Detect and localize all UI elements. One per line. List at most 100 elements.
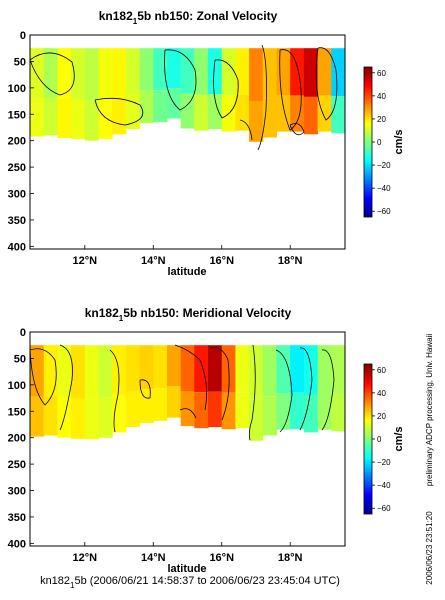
zonal-cell-upper (276, 48, 291, 96)
zonal-cell-lower (43, 97, 58, 136)
zonal-colorbar-tick-label: −60 (377, 207, 391, 216)
meridional-cell-upper (125, 345, 141, 392)
zonal-y-tick-label: 400 (8, 241, 26, 253)
meridional-cell-lower (235, 392, 250, 429)
zonal-colorbar-tick-label: −40 (377, 184, 391, 193)
meridional-cell-upper (71, 345, 86, 398)
zonal-y-tick-label: 250 (8, 162, 26, 174)
zonal-cell-upper (249, 48, 264, 101)
zonal-y-tick-label: 150 (8, 109, 26, 121)
meridional-y-tick-label: 400 (8, 538, 26, 550)
zonal-cell-upper (167, 48, 182, 89)
zonal-cell-upper (180, 48, 195, 94)
zonal-y-tick-label: 0 (20, 30, 26, 42)
zonal-cell-upper (331, 48, 346, 97)
meridional-y-tick-label: 100 (8, 380, 26, 392)
meridional-colorbar-tick-label: −20 (377, 458, 391, 467)
meridional-cell-upper (167, 345, 182, 387)
meridional-cell-upper (139, 345, 154, 390)
meridional-cell-lower (43, 396, 58, 436)
zonal-cell-upper (290, 48, 305, 96)
meridional-cell-upper (194, 345, 209, 393)
zonal-cell-upper (208, 48, 223, 94)
zonal-colorbar-tick-label: 0 (377, 138, 382, 147)
meridional-colorbar-tick-label: 40 (377, 389, 386, 398)
zonal-cell-lower (180, 93, 195, 129)
meridional-cell-upper (208, 345, 223, 392)
zonal-cell-upper (57, 48, 72, 99)
zonal-colorbar-tick-label: 40 (377, 92, 386, 101)
meridional-cell-upper (153, 345, 168, 389)
meridional-x-tick-label: 18°N (278, 552, 303, 564)
meridional-cell-lower (153, 388, 168, 421)
zonal-cell-upper (194, 48, 209, 95)
meridional-cell-lower (262, 396, 277, 436)
generation-timestamp: 2006/06/23 23:51:20 (425, 511, 434, 585)
meridional-cell-lower (30, 396, 45, 437)
zonal-chart-title: kn18215b nb150: Zonal Velocity (99, 9, 278, 26)
zonal-cell-lower (317, 95, 332, 132)
meridional-y-tick-label: 50 (14, 353, 26, 365)
zonal-y-tick-label: 100 (8, 83, 26, 95)
meridional-y-tick-label: 0 (20, 327, 26, 339)
zonal-colorbar: 60 40 20 0 −20 −40 −60 cm/s (363, 66, 405, 218)
zonal-cell-upper (30, 48, 45, 99)
zonal-cell-upper (303, 48, 319, 97)
zonal-cell-upper (139, 48, 154, 91)
zonal-cell-upper (84, 48, 99, 101)
zonal-x-tick-label: 12°N (72, 255, 97, 267)
meridional-cell-lower (98, 397, 113, 438)
zonal-cell-upper (221, 48, 236, 96)
meridional-velocity-panel: kn18215b nb150: Meridional Velocity 0 50 1… (8, 306, 405, 575)
time-range-footer: kn18215b (2006/06/21 14:58:37 to 2006/06… (40, 575, 340, 590)
zonal-cell-lower (57, 98, 72, 138)
meridional-colorbar-tick-label: −40 (377, 481, 391, 490)
zonal-cell-lower (249, 101, 264, 142)
meridional-colorbar-ticks: 60 40 20 0 −20 −40 −60 (372, 366, 391, 513)
zonal-cell-upper (317, 48, 332, 96)
meridional-cell-lower (180, 391, 195, 427)
meridional-cell-lower (167, 386, 182, 418)
zonal-y-tick-label: 300 (8, 189, 26, 201)
meridional-contour-lines (29, 344, 335, 441)
processing-note: preliminary ADCP processing, Univ. Hawai… (425, 334, 434, 486)
zonal-colorbar-label: cm/s (393, 129, 405, 154)
meridional-cell-upper (180, 345, 195, 391)
meridional-cell-lower (84, 398, 99, 440)
meridional-cell-lower (290, 392, 305, 430)
meridional-x-tick-label: 12°N (72, 552, 97, 564)
zonal-y-axis: 0 50 100 150 200 250 300 350 400 (8, 30, 34, 253)
meridional-cell-lower (208, 391, 223, 428)
meridional-cell-upper (98, 345, 113, 398)
meridional-cell-lower (125, 391, 141, 428)
zonal-cell-lower (290, 95, 305, 132)
zonal-cell-lower (30, 98, 45, 137)
meridional-x-axis: 12°N 14°N 16°N 18°N (72, 542, 303, 564)
zonal-y-tick-label: 50 (14, 56, 26, 68)
meridional-cell-upper (331, 345, 346, 394)
zonal-y-tick-label: 350 (8, 215, 26, 227)
zonal-colorbar-tick-label: 20 (377, 115, 386, 124)
meridional-colorbar-tick-label: −60 (377, 504, 391, 513)
meridional-y-axis: 0 50 100 150 200 250 300 350 400 (8, 327, 34, 550)
meridional-cell-upper (317, 345, 332, 393)
meridional-cell-lower (139, 389, 154, 423)
zonal-cell-lower (235, 94, 250, 131)
zonal-cell-upper (153, 48, 168, 91)
zonal-colorbar-tick-label: −20 (377, 161, 391, 170)
meridional-cell-upper (43, 345, 58, 397)
meridional-cell-upper (112, 345, 127, 395)
zonal-cell-upper (43, 48, 58, 98)
meridional-y-tick-label: 150 (8, 406, 26, 418)
meridional-cell-lower (249, 399, 264, 441)
meridional-chart-title: kn18215b nb150: Meridional Velocity (85, 306, 292, 323)
meridional-cell-lower (276, 393, 291, 430)
meridional-plot-frame (29, 331, 346, 547)
meridional-cell-lower (331, 393, 346, 432)
meridional-cell-lower (71, 398, 86, 439)
meridional-cell-lower (317, 393, 332, 430)
meridional-cell-upper (235, 345, 250, 393)
meridional-cell-upper (249, 345, 264, 400)
zonal-cell-lower (331, 96, 346, 134)
zonal-velocity-panel: kn18215b nb150: Zonal Velocity 0 50 100 150… (8, 9, 405, 278)
